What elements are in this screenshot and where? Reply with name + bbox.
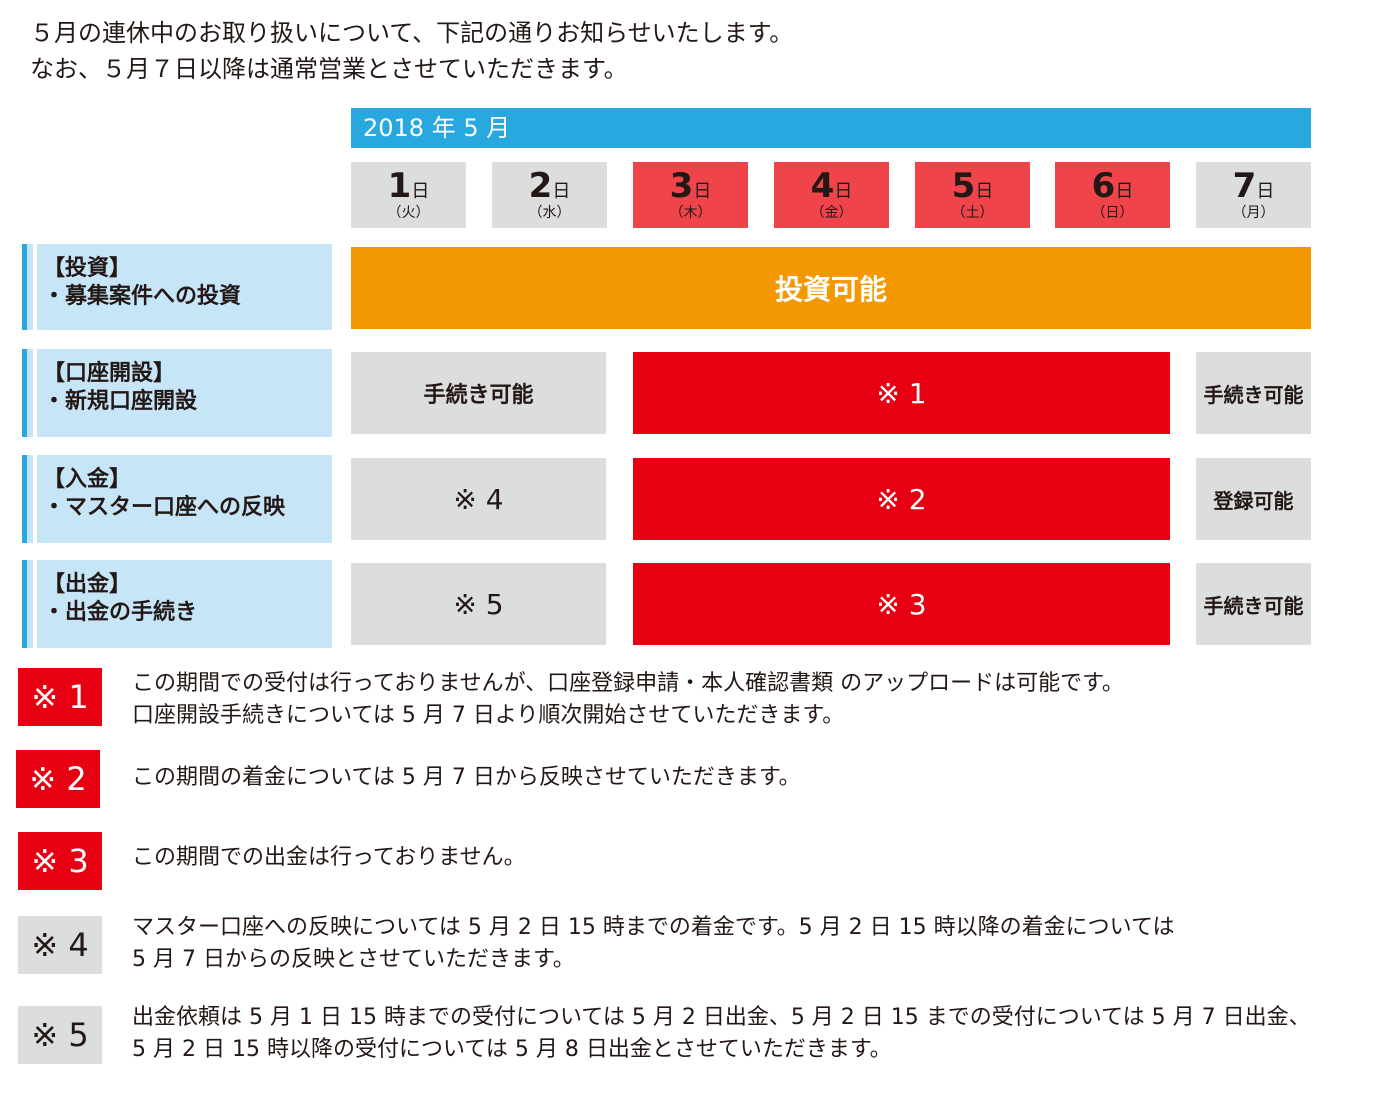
note-text-4: マスター口座への反映については 5 月 2 日 15 時までの着金です。5 月 … — [132, 915, 1175, 972]
row-label-withdrawal: 【出金】 ・出金の手続き — [22, 560, 332, 648]
day-header-3: 3日 （木） — [633, 162, 748, 228]
note-badge-1: ※ 1 — [18, 668, 102, 726]
cell-withdrawal-before: ※ 5 — [351, 563, 606, 645]
note-badge-5: ※ 5 — [18, 1006, 102, 1064]
row-subtitle: ・出金の手続き — [43, 600, 198, 625]
note-badge-4: ※ 4 — [18, 916, 102, 974]
cell-deposit-after: 登録可能 — [1196, 458, 1311, 540]
cell-withdrawal-holiday: ※ 3 — [633, 563, 1170, 645]
note-badge-2: ※ 2 — [16, 750, 100, 808]
intro-line-2: なお、５月７日以降は通常営業とさせていただきます。 — [30, 55, 628, 83]
day-header-6: 6日 （日） — [1055, 162, 1170, 228]
cell-deposit-before: ※ 4 — [351, 458, 606, 540]
row-subtitle: ・マスター口座への反映 — [43, 495, 286, 520]
row-label-account: 【口座開設】 ・新規口座開設 — [22, 349, 332, 437]
cell-deposit-holiday: ※ 2 — [633, 458, 1170, 540]
row-label-deposit: 【入金】 ・マスター口座への反映 — [22, 455, 332, 543]
row-subtitle: ・新規口座開設 — [43, 389, 198, 414]
month-header: 2018 年 5 月 — [351, 108, 1311, 148]
row-title: 【入金】 — [43, 467, 132, 492]
note-text-5: 出金依頼は 5 月 1 日 15 時までの受付については 5 月 2 日出金、5… — [132, 1005, 1311, 1062]
row-title: 【投資】 — [43, 256, 132, 281]
row-title: 【口座開設】 — [43, 361, 176, 386]
intro-line-1: ５月の連休中のお取り扱いについて、下記の通りお知らせいたします。 — [30, 19, 794, 47]
cell-investment-all: 投資可能 — [351, 247, 1311, 329]
day-header-7: 7日 （月） — [1196, 162, 1311, 228]
cell-account-before: 手続き可能 — [351, 352, 606, 434]
cell-account-after: 手続き可能 — [1196, 352, 1311, 434]
note-text-3: この期間での出金は行っておりません。 — [132, 845, 526, 870]
day-header-1: 1日 （火） — [351, 162, 466, 228]
cell-account-holiday: ※ 1 — [633, 352, 1170, 434]
note-badge-3: ※ 3 — [18, 832, 102, 890]
row-title: 【出金】 — [43, 572, 132, 597]
day-header-5: 5日 （土） — [915, 162, 1030, 228]
note-text-2: この期間の着金については 5 月 7 日から反映させていただきます。 — [132, 765, 801, 790]
day-header-2: 2日 （水） — [492, 162, 607, 228]
note-text-1: この期間での受付は行っておりませんが、口座登録申請・本人確認書類 のアップロード… — [132, 671, 1124, 728]
row-subtitle: ・募集案件への投資 — [43, 284, 242, 309]
row-label-investment: 【投資】 ・募集案件への投資 — [22, 244, 332, 330]
cell-withdrawal-after: 手続き可能 — [1196, 563, 1311, 645]
day-header-4: 4日 （金） — [774, 162, 889, 228]
